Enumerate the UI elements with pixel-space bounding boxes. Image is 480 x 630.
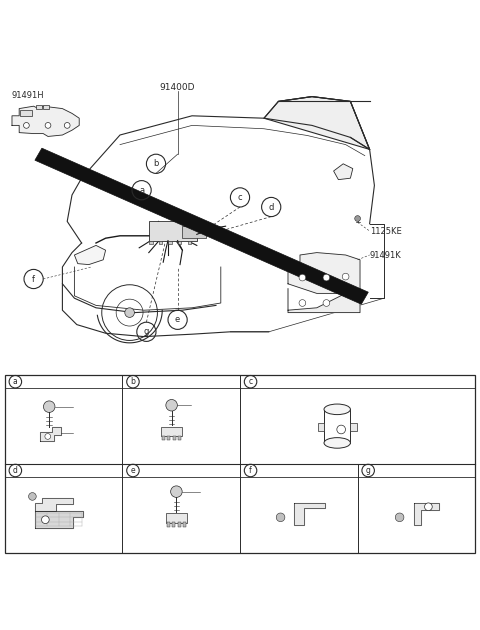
- Circle shape: [424, 503, 432, 510]
- Circle shape: [43, 401, 55, 413]
- Text: 91234A: 91234A: [192, 401, 221, 410]
- Bar: [5, 375, 475, 553]
- Circle shape: [171, 486, 182, 498]
- Text: g: g: [144, 328, 149, 336]
- Text: 91234A: 91234A: [74, 402, 104, 411]
- Ellipse shape: [324, 404, 350, 415]
- Text: d: d: [268, 202, 274, 212]
- Circle shape: [64, 122, 70, 129]
- Polygon shape: [35, 148, 368, 304]
- Text: 91491J: 91491J: [266, 377, 298, 386]
- Circle shape: [29, 493, 36, 500]
- Circle shape: [342, 273, 349, 280]
- Polygon shape: [39, 427, 61, 441]
- Circle shape: [337, 425, 346, 434]
- Text: 91491H: 91491H: [12, 91, 45, 100]
- Text: 91400D: 91400D: [160, 83, 195, 91]
- Text: 91980B: 91980B: [74, 428, 103, 437]
- Bar: [36, 105, 42, 108]
- Polygon shape: [35, 498, 73, 511]
- Bar: [188, 241, 191, 244]
- Bar: [149, 241, 153, 244]
- Circle shape: [323, 300, 330, 306]
- Text: 1141AC: 1141AC: [12, 482, 41, 491]
- Polygon shape: [288, 289, 360, 312]
- Polygon shape: [414, 503, 440, 525]
- Bar: [166, 513, 187, 523]
- Bar: [161, 427, 182, 437]
- Polygon shape: [334, 164, 353, 180]
- Text: e: e: [131, 466, 135, 475]
- Circle shape: [41, 516, 49, 524]
- Bar: [20, 110, 32, 116]
- Text: 91234A: 91234A: [202, 487, 231, 496]
- Circle shape: [24, 122, 29, 129]
- Text: a: a: [13, 377, 18, 386]
- Text: a: a: [139, 186, 144, 195]
- Bar: [149, 221, 197, 241]
- Text: b: b: [131, 377, 135, 386]
- Text: f: f: [32, 275, 35, 284]
- Bar: [168, 436, 170, 440]
- Circle shape: [125, 308, 134, 318]
- Circle shape: [323, 274, 330, 281]
- Bar: [167, 522, 170, 527]
- Polygon shape: [74, 246, 106, 265]
- Text: 91234A: 91234A: [411, 490, 441, 499]
- Text: 91932Z: 91932Z: [294, 530, 324, 539]
- Circle shape: [355, 215, 360, 221]
- Text: f: f: [249, 466, 252, 475]
- Polygon shape: [35, 511, 83, 529]
- Text: c: c: [249, 377, 252, 386]
- Bar: [183, 522, 186, 527]
- Text: 91491K: 91491K: [370, 251, 401, 260]
- Circle shape: [299, 300, 306, 306]
- Polygon shape: [294, 503, 325, 525]
- Circle shape: [299, 274, 306, 281]
- Text: g: g: [366, 466, 371, 475]
- Text: e: e: [175, 315, 180, 324]
- Circle shape: [395, 513, 404, 522]
- Text: c: c: [238, 193, 242, 202]
- Polygon shape: [264, 96, 370, 149]
- Text: 1125KE: 1125KE: [370, 227, 401, 236]
- Bar: [182, 226, 206, 238]
- Bar: [318, 423, 324, 431]
- Circle shape: [276, 513, 285, 522]
- Bar: [162, 436, 165, 440]
- Bar: [178, 436, 181, 440]
- Bar: [178, 241, 181, 244]
- Bar: [173, 436, 176, 440]
- Bar: [178, 522, 180, 527]
- Bar: [159, 241, 162, 244]
- Bar: [350, 423, 357, 431]
- Text: d: d: [13, 466, 18, 475]
- Circle shape: [45, 122, 51, 129]
- Text: b: b: [153, 159, 159, 168]
- Bar: [168, 241, 172, 244]
- Ellipse shape: [324, 438, 350, 448]
- Polygon shape: [288, 253, 360, 294]
- Bar: [43, 105, 49, 108]
- Bar: [172, 522, 175, 527]
- Circle shape: [45, 433, 51, 439]
- Text: 1140FY: 1140FY: [269, 490, 297, 499]
- Circle shape: [166, 399, 178, 411]
- Polygon shape: [12, 106, 79, 137]
